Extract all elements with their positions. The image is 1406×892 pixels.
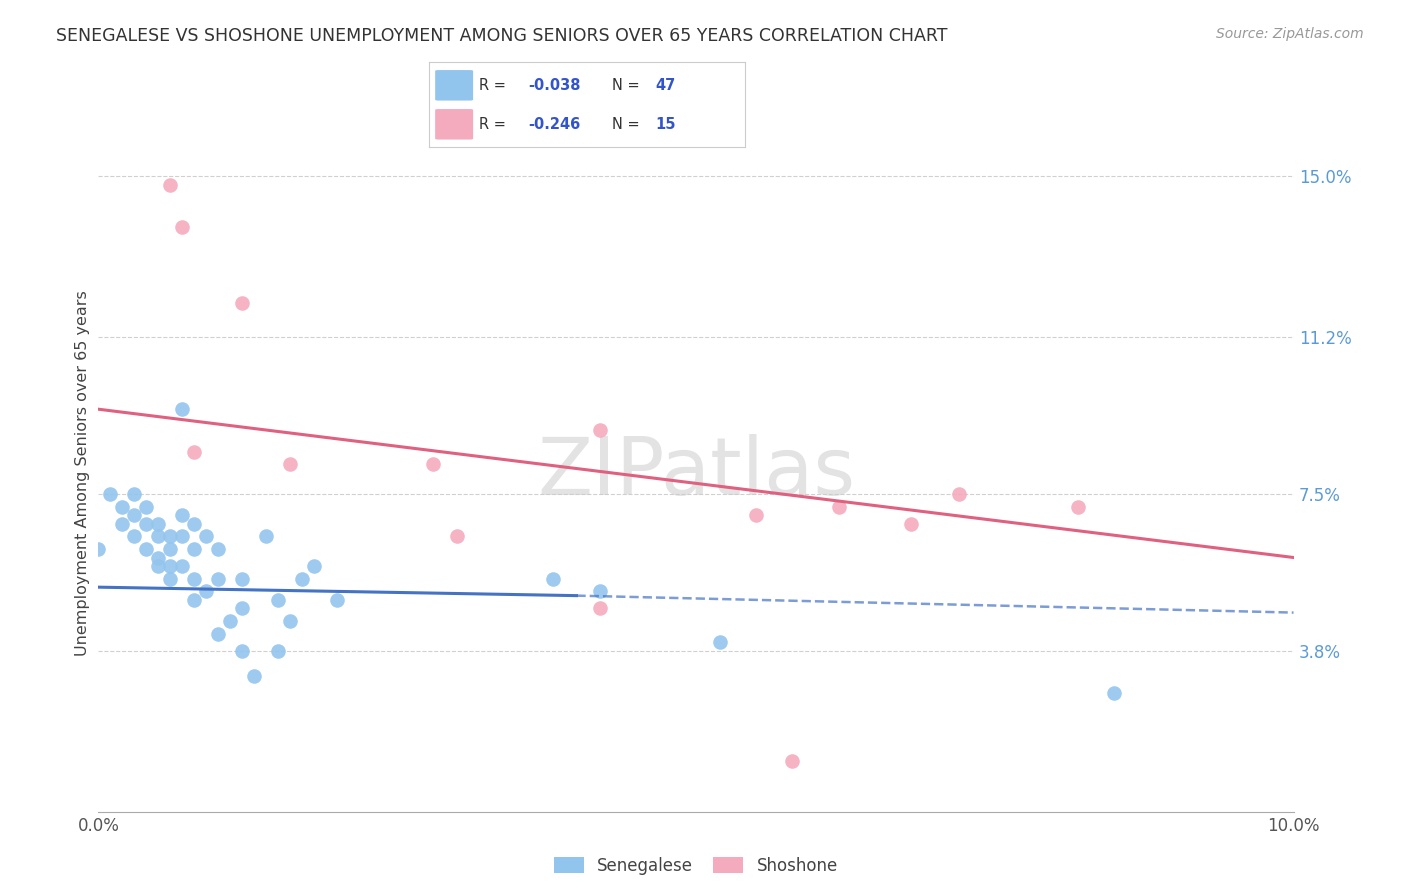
Point xyxy=(1067,500,1090,514)
Point xyxy=(148,516,170,531)
Point xyxy=(207,626,229,640)
Point xyxy=(541,572,564,586)
Point xyxy=(709,635,731,649)
Text: 15: 15 xyxy=(655,117,675,132)
Point xyxy=(100,487,122,501)
Point xyxy=(900,516,922,531)
Point xyxy=(828,500,851,514)
Point xyxy=(172,402,194,417)
Point xyxy=(87,541,110,557)
Y-axis label: Unemployment Among Seniors over 65 years: Unemployment Among Seniors over 65 years xyxy=(75,290,90,656)
Point xyxy=(745,508,768,523)
Text: ZIPatlas: ZIPatlas xyxy=(537,434,855,512)
Text: R =: R = xyxy=(479,117,510,132)
Point xyxy=(422,457,444,471)
Point xyxy=(148,529,170,543)
Point xyxy=(1104,686,1126,700)
Text: Source: ZipAtlas.com: Source: ZipAtlas.com xyxy=(1216,27,1364,41)
Point xyxy=(159,572,181,586)
Text: SENEGALESE VS SHOSHONE UNEMPLOYMENT AMONG SENIORS OVER 65 YEARS CORRELATION CHAR: SENEGALESE VS SHOSHONE UNEMPLOYMENT AMON… xyxy=(56,27,948,45)
Point xyxy=(172,529,194,543)
Point xyxy=(148,550,170,565)
FancyBboxPatch shape xyxy=(436,109,472,139)
Text: -0.038: -0.038 xyxy=(529,78,581,93)
Point xyxy=(135,541,157,557)
Text: 47: 47 xyxy=(655,78,675,93)
FancyBboxPatch shape xyxy=(436,70,472,101)
Point xyxy=(159,558,181,574)
Point xyxy=(219,614,242,628)
Point xyxy=(231,644,253,658)
Point xyxy=(195,584,218,599)
Point xyxy=(172,220,194,235)
Point xyxy=(159,529,181,543)
Point xyxy=(183,541,205,557)
Point xyxy=(159,178,181,192)
Point xyxy=(589,584,612,599)
Point xyxy=(111,516,134,531)
Point xyxy=(111,500,134,514)
Point xyxy=(172,558,194,574)
Point xyxy=(124,508,146,523)
Point xyxy=(195,529,218,543)
Text: N =: N = xyxy=(613,117,644,132)
Point xyxy=(207,572,229,586)
Point xyxy=(267,644,290,658)
Text: R =: R = xyxy=(479,78,510,93)
Point xyxy=(207,541,229,557)
Point xyxy=(231,601,253,615)
Point xyxy=(159,541,181,557)
Point xyxy=(135,516,157,531)
Point xyxy=(135,500,157,514)
Point xyxy=(302,558,325,574)
Point xyxy=(183,572,205,586)
Point xyxy=(589,424,612,438)
Point xyxy=(183,444,205,458)
Point xyxy=(446,529,468,543)
Point xyxy=(780,754,803,768)
Point xyxy=(124,487,146,501)
Point xyxy=(172,508,194,523)
Point xyxy=(231,296,253,310)
Point xyxy=(183,592,205,607)
Point xyxy=(278,457,301,471)
Point xyxy=(231,572,253,586)
Point xyxy=(183,516,205,531)
Point xyxy=(148,558,170,574)
Point xyxy=(278,614,301,628)
Point xyxy=(267,592,290,607)
Point xyxy=(124,529,146,543)
Legend: Senegalese, Shoshone: Senegalese, Shoshone xyxy=(547,850,845,881)
Text: N =: N = xyxy=(613,78,644,93)
Point xyxy=(243,669,266,683)
Point xyxy=(326,592,349,607)
Point xyxy=(589,601,612,615)
Point xyxy=(254,529,277,543)
Text: -0.246: -0.246 xyxy=(529,117,581,132)
Point xyxy=(948,487,970,501)
Point xyxy=(291,572,314,586)
